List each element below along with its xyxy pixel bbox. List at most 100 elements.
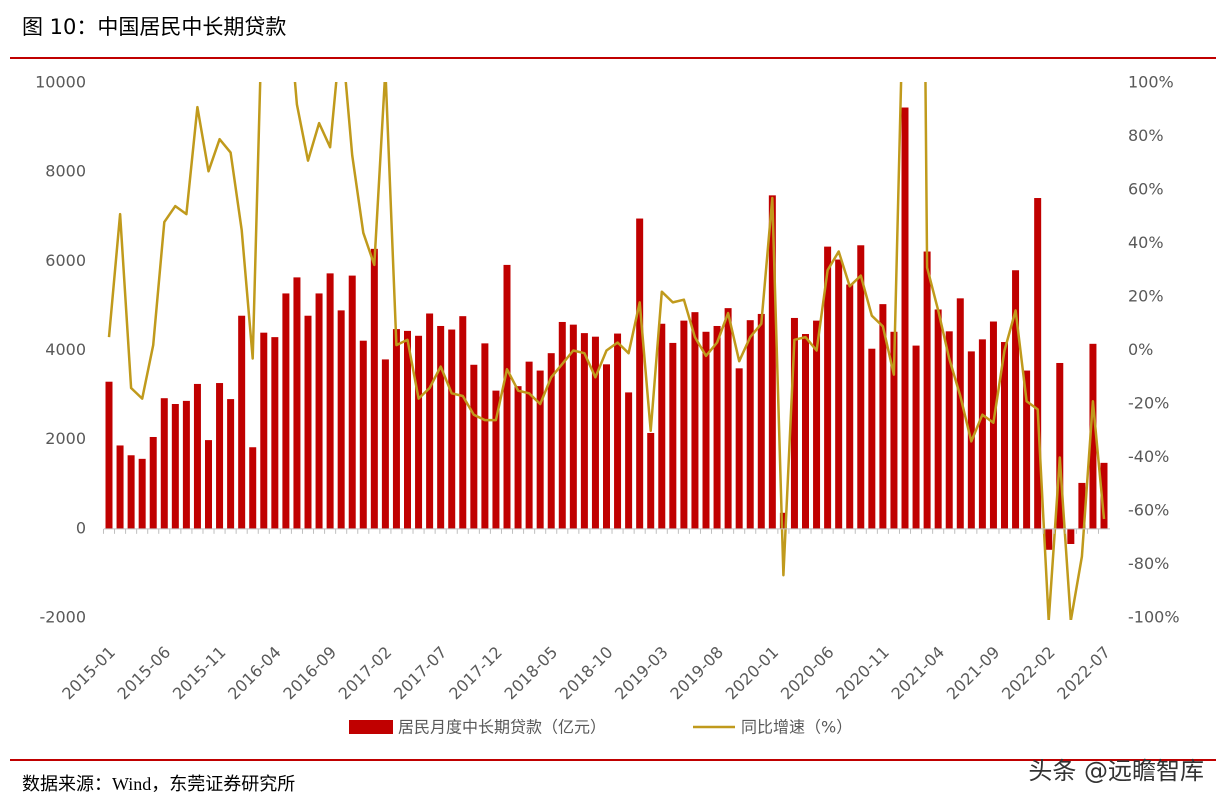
bar (238, 315, 246, 529)
x-tick-label: 2017-07 (390, 643, 451, 704)
bar (116, 445, 124, 529)
bar (890, 331, 898, 529)
x-tick-label: 2020-11 (832, 643, 893, 704)
bar (127, 455, 135, 529)
y2-tick-label: 40% (1128, 233, 1164, 252)
bar (702, 331, 710, 529)
legend-label: 同比增速（%） (741, 718, 852, 737)
bar (901, 107, 909, 529)
bar (481, 343, 489, 529)
y2-tick-label: -60% (1128, 501, 1169, 520)
bar (205, 440, 212, 529)
bar (735, 368, 743, 529)
y-tick-label: 8000 (45, 162, 86, 181)
x-tick-label: 2020-01 (722, 643, 783, 704)
x-tick-label: 2015-01 (58, 643, 119, 704)
bar (603, 364, 610, 529)
bar (790, 317, 798, 529)
y-tick-label: 0 (76, 518, 86, 537)
bar (193, 383, 201, 529)
y2-tick-label: -80% (1128, 554, 1169, 573)
y-tick-label: -2000 (40, 608, 87, 627)
bar (182, 400, 190, 529)
x-tick-label: 2018-10 (556, 643, 617, 704)
bar (404, 330, 411, 529)
bar (448, 329, 456, 529)
bar (359, 340, 367, 529)
line (107, 82, 1106, 620)
bar (260, 332, 268, 529)
x-tick-label: 2016-04 (224, 643, 285, 704)
bar (271, 337, 279, 529)
bar (768, 195, 776, 529)
y2-tick-label: 20% (1128, 287, 1164, 306)
bar (691, 312, 699, 529)
bar (857, 245, 865, 529)
bar (547, 353, 555, 529)
bar (1012, 270, 1020, 529)
bar (802, 334, 809, 529)
bar (956, 298, 964, 529)
x-tick-label: 2017-12 (445, 643, 506, 704)
bar (879, 304, 887, 529)
y2-tick-label: 0% (1128, 340, 1153, 359)
y-tick-label: 6000 (45, 251, 86, 270)
bar (813, 320, 821, 529)
bar (846, 284, 854, 529)
bar (934, 309, 942, 529)
bar (503, 264, 511, 529)
bar (835, 259, 843, 529)
bar (381, 359, 389, 529)
bar (569, 324, 577, 529)
chart-title: 图 10：中国居民中长期贷款 (22, 15, 286, 39)
source: 数据来源：Wind，东莞证券研究所 (22, 774, 295, 794)
bar (669, 342, 677, 529)
bar (370, 248, 378, 529)
bar (348, 275, 356, 529)
bar (149, 436, 157, 529)
y-tick-label: 2000 (45, 429, 86, 448)
bar (282, 293, 290, 529)
x-tick-label: 2015-06 (114, 643, 175, 704)
bar (647, 432, 655, 529)
legend-swatch (349, 720, 393, 734)
bar (912, 345, 920, 529)
bar (337, 310, 345, 529)
bar (492, 390, 500, 529)
bar (945, 331, 953, 529)
bar (658, 323, 666, 529)
bar (1078, 482, 1086, 529)
bar (824, 246, 832, 529)
bar (437, 325, 445, 529)
x-tick-label: 2021-04 (887, 643, 948, 704)
bar (138, 458, 146, 529)
bar (558, 321, 566, 529)
x-tick-label: 2019-03 (611, 643, 672, 704)
y2-tick-label: -40% (1128, 447, 1169, 466)
y2-tick-label: -100% (1128, 608, 1180, 627)
bar (1045, 528, 1053, 550)
bar (680, 320, 688, 529)
x-tick-label: 2017-02 (335, 643, 396, 704)
bar (171, 404, 179, 529)
bar (415, 335, 423, 529)
bar (326, 273, 334, 529)
bar (779, 512, 787, 529)
bar (636, 218, 644, 529)
bar (470, 364, 478, 529)
watermark: 头条 @远瞻智库 (1028, 757, 1204, 785)
bar (1056, 362, 1064, 529)
bar (293, 277, 301, 529)
y2-tick-label: 60% (1128, 180, 1164, 199)
x-tick-label: 2015-11 (169, 643, 230, 704)
bar (1100, 462, 1108, 529)
x-tick-label: 2019-08 (666, 643, 727, 704)
bar (105, 381, 113, 529)
bar (591, 336, 599, 529)
bar (580, 333, 588, 529)
bar (216, 383, 224, 529)
x-tick-label: 2016-09 (279, 643, 340, 704)
x-tick-label: 2021-09 (943, 643, 1004, 704)
y-tick-label: 4000 (45, 340, 86, 359)
